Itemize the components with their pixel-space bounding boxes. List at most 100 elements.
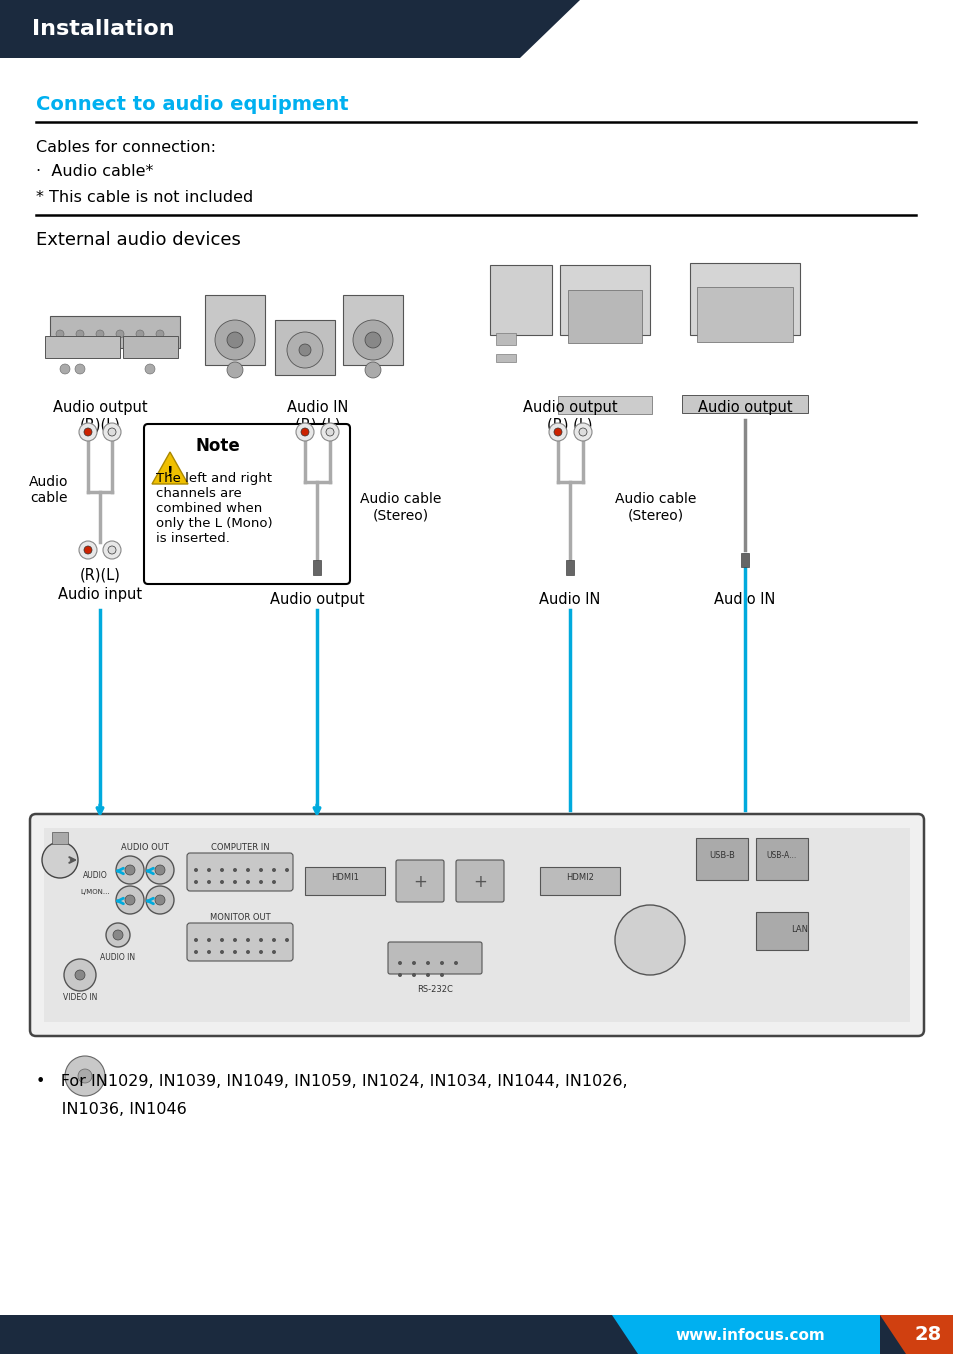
FancyBboxPatch shape: [388, 942, 481, 974]
Circle shape: [207, 951, 211, 955]
Text: * This cable is not included: * This cable is not included: [36, 191, 253, 206]
Circle shape: [227, 332, 243, 348]
FancyBboxPatch shape: [187, 853, 293, 891]
FancyBboxPatch shape: [755, 913, 807, 951]
FancyBboxPatch shape: [496, 333, 516, 345]
Text: •   For IN1029, IN1039, IN1049, IN1059, IN1024, IN1034, IN1044, IN1026,: • For IN1029, IN1039, IN1049, IN1059, IN…: [36, 1075, 627, 1090]
Circle shape: [272, 951, 275, 955]
Circle shape: [326, 428, 334, 436]
Text: Audio output
(R) (L): Audio output (R) (L): [522, 399, 617, 432]
FancyBboxPatch shape: [496, 353, 516, 362]
Circle shape: [103, 422, 121, 441]
Text: The left and right
channels are
combined when
only the L (Mono)
is inserted.: The left and right channels are combined…: [156, 473, 273, 546]
Circle shape: [145, 364, 154, 374]
Circle shape: [454, 961, 457, 965]
Circle shape: [64, 959, 96, 991]
FancyBboxPatch shape: [740, 552, 748, 567]
Circle shape: [298, 344, 311, 356]
Circle shape: [397, 961, 401, 965]
Circle shape: [214, 320, 254, 360]
Circle shape: [426, 961, 430, 965]
Circle shape: [258, 880, 263, 884]
Text: Audio output: Audio output: [270, 592, 364, 607]
Text: Audio input: Audio input: [58, 588, 142, 603]
Polygon shape: [879, 1315, 953, 1354]
Circle shape: [193, 951, 198, 955]
Circle shape: [84, 546, 91, 554]
Circle shape: [116, 886, 144, 914]
Circle shape: [76, 330, 84, 338]
Circle shape: [79, 422, 97, 441]
Text: External audio devices: External audio devices: [36, 232, 240, 249]
Circle shape: [42, 842, 78, 877]
Text: USB-B: USB-B: [708, 850, 734, 860]
Circle shape: [295, 422, 314, 441]
Circle shape: [103, 542, 121, 559]
Text: IN1036, IN1046: IN1036, IN1046: [36, 1102, 187, 1117]
Circle shape: [246, 880, 250, 884]
Text: +: +: [413, 873, 427, 891]
Circle shape: [154, 895, 165, 904]
FancyBboxPatch shape: [456, 860, 503, 902]
Circle shape: [412, 961, 416, 965]
Text: Audio output: Audio output: [697, 399, 792, 414]
Circle shape: [365, 362, 380, 378]
Text: Audio IN: Audio IN: [714, 592, 775, 607]
FancyBboxPatch shape: [313, 561, 320, 575]
Circle shape: [272, 938, 275, 942]
Circle shape: [65, 1056, 105, 1095]
Text: Audio IN
(R) (L): Audio IN (R) (L): [287, 399, 349, 432]
Text: Installation: Installation: [32, 19, 174, 39]
Text: HDMI1: HDMI1: [331, 873, 358, 883]
Circle shape: [79, 542, 97, 559]
Circle shape: [84, 428, 91, 436]
FancyBboxPatch shape: [689, 263, 800, 334]
Text: RS-232C: RS-232C: [416, 986, 453, 994]
FancyBboxPatch shape: [559, 265, 649, 334]
Circle shape: [574, 422, 592, 441]
Text: USB-A...: USB-A...: [766, 850, 797, 860]
FancyBboxPatch shape: [144, 424, 350, 584]
Circle shape: [233, 951, 236, 955]
Text: AUDIO OUT: AUDIO OUT: [121, 844, 169, 853]
Circle shape: [60, 364, 70, 374]
Text: ·  Audio cable*: · Audio cable*: [36, 164, 153, 180]
Circle shape: [78, 1070, 91, 1083]
Circle shape: [125, 865, 135, 875]
Circle shape: [146, 856, 173, 884]
Text: VIDEO IN: VIDEO IN: [63, 994, 97, 1002]
Circle shape: [287, 332, 323, 368]
Circle shape: [246, 951, 250, 955]
Circle shape: [578, 428, 586, 436]
Circle shape: [193, 868, 198, 872]
Circle shape: [227, 362, 243, 378]
Text: MONITOR OUT: MONITOR OUT: [210, 914, 270, 922]
FancyBboxPatch shape: [755, 838, 807, 880]
FancyBboxPatch shape: [187, 923, 293, 961]
Text: Audio IN: Audio IN: [538, 592, 600, 607]
Text: (R)(L): (R)(L): [79, 567, 120, 582]
FancyBboxPatch shape: [0, 1315, 953, 1354]
Text: Note: Note: [195, 437, 240, 455]
Circle shape: [96, 330, 104, 338]
FancyBboxPatch shape: [567, 290, 641, 343]
Circle shape: [233, 880, 236, 884]
FancyBboxPatch shape: [52, 831, 68, 844]
Circle shape: [285, 938, 289, 942]
Circle shape: [220, 868, 224, 872]
Circle shape: [548, 422, 566, 441]
Circle shape: [75, 969, 85, 980]
FancyBboxPatch shape: [205, 295, 265, 366]
Circle shape: [233, 938, 236, 942]
Circle shape: [154, 865, 165, 875]
Circle shape: [146, 886, 173, 914]
Text: LAN: LAN: [791, 926, 807, 934]
Circle shape: [156, 330, 164, 338]
Circle shape: [136, 330, 144, 338]
FancyBboxPatch shape: [696, 838, 747, 880]
Circle shape: [193, 938, 198, 942]
Circle shape: [108, 546, 116, 554]
Text: 28: 28: [913, 1326, 941, 1345]
Circle shape: [272, 868, 275, 872]
Text: AUDIO IN: AUDIO IN: [100, 952, 135, 961]
